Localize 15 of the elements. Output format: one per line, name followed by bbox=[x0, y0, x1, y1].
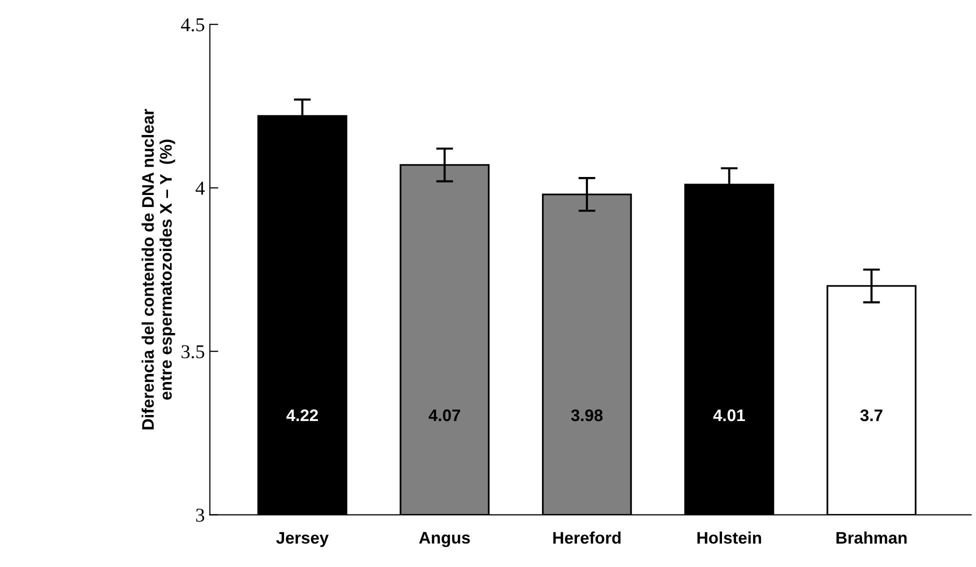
y-tick-label: 4.5 bbox=[181, 18, 204, 32]
y-tick-label: 3.5 bbox=[182, 345, 204, 358]
x-tick-label: Hereford bbox=[553, 532, 621, 544]
y-axis-title: Diferencia del contenido de DNA nuclear entre espermatozoides X – Y (%) bbox=[142, 109, 176, 430]
data-label: 4.22 bbox=[286, 409, 318, 422]
data-label: 3.98 bbox=[571, 409, 603, 422]
data-label: 4.01 bbox=[713, 409, 745, 422]
y-tick-label: 4 bbox=[196, 182, 205, 195]
data-label: 3.7 bbox=[860, 409, 882, 422]
y-tick-label: 3 bbox=[196, 508, 204, 522]
x-tick-label: Jersey bbox=[276, 532, 329, 548]
x-tick-label: Brahman bbox=[836, 532, 907, 544]
x-tick-label: Holstein bbox=[697, 532, 762, 544]
data-label: 4.07 bbox=[428, 409, 460, 422]
x-tick-label: Angus bbox=[419, 532, 470, 548]
